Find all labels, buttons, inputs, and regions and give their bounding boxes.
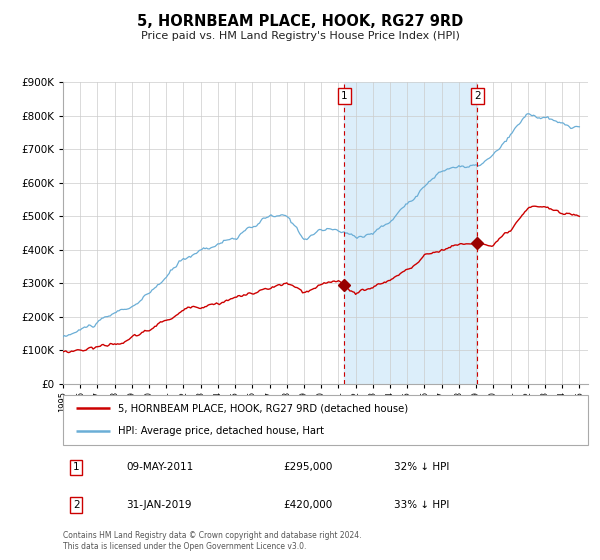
Text: 32% ↓ HPI: 32% ↓ HPI <box>394 463 449 473</box>
Text: Contains HM Land Registry data © Crown copyright and database right 2024.: Contains HM Land Registry data © Crown c… <box>63 531 361 540</box>
Text: 5, HORNBEAM PLACE, HOOK, RG27 9RD: 5, HORNBEAM PLACE, HOOK, RG27 9RD <box>137 14 463 29</box>
Text: 31-JAN-2019: 31-JAN-2019 <box>126 500 191 510</box>
Text: 1: 1 <box>341 91 348 101</box>
Text: This data is licensed under the Open Government Licence v3.0.: This data is licensed under the Open Gov… <box>63 542 307 550</box>
Text: 33% ↓ HPI: 33% ↓ HPI <box>394 500 449 510</box>
Text: £295,000: £295,000 <box>284 463 333 473</box>
Text: 2: 2 <box>474 91 481 101</box>
Text: 2: 2 <box>73 500 79 510</box>
Text: 5, HORNBEAM PLACE, HOOK, RG27 9RD (detached house): 5, HORNBEAM PLACE, HOOK, RG27 9RD (detac… <box>118 403 408 413</box>
Text: 1: 1 <box>73 463 79 473</box>
Text: Price paid vs. HM Land Registry's House Price Index (HPI): Price paid vs. HM Land Registry's House … <box>140 31 460 41</box>
FancyBboxPatch shape <box>63 395 588 445</box>
Bar <box>344 82 478 384</box>
Text: £420,000: £420,000 <box>284 500 333 510</box>
Text: 09-MAY-2011: 09-MAY-2011 <box>126 463 193 473</box>
Text: HPI: Average price, detached house, Hart: HPI: Average price, detached house, Hart <box>118 426 324 436</box>
